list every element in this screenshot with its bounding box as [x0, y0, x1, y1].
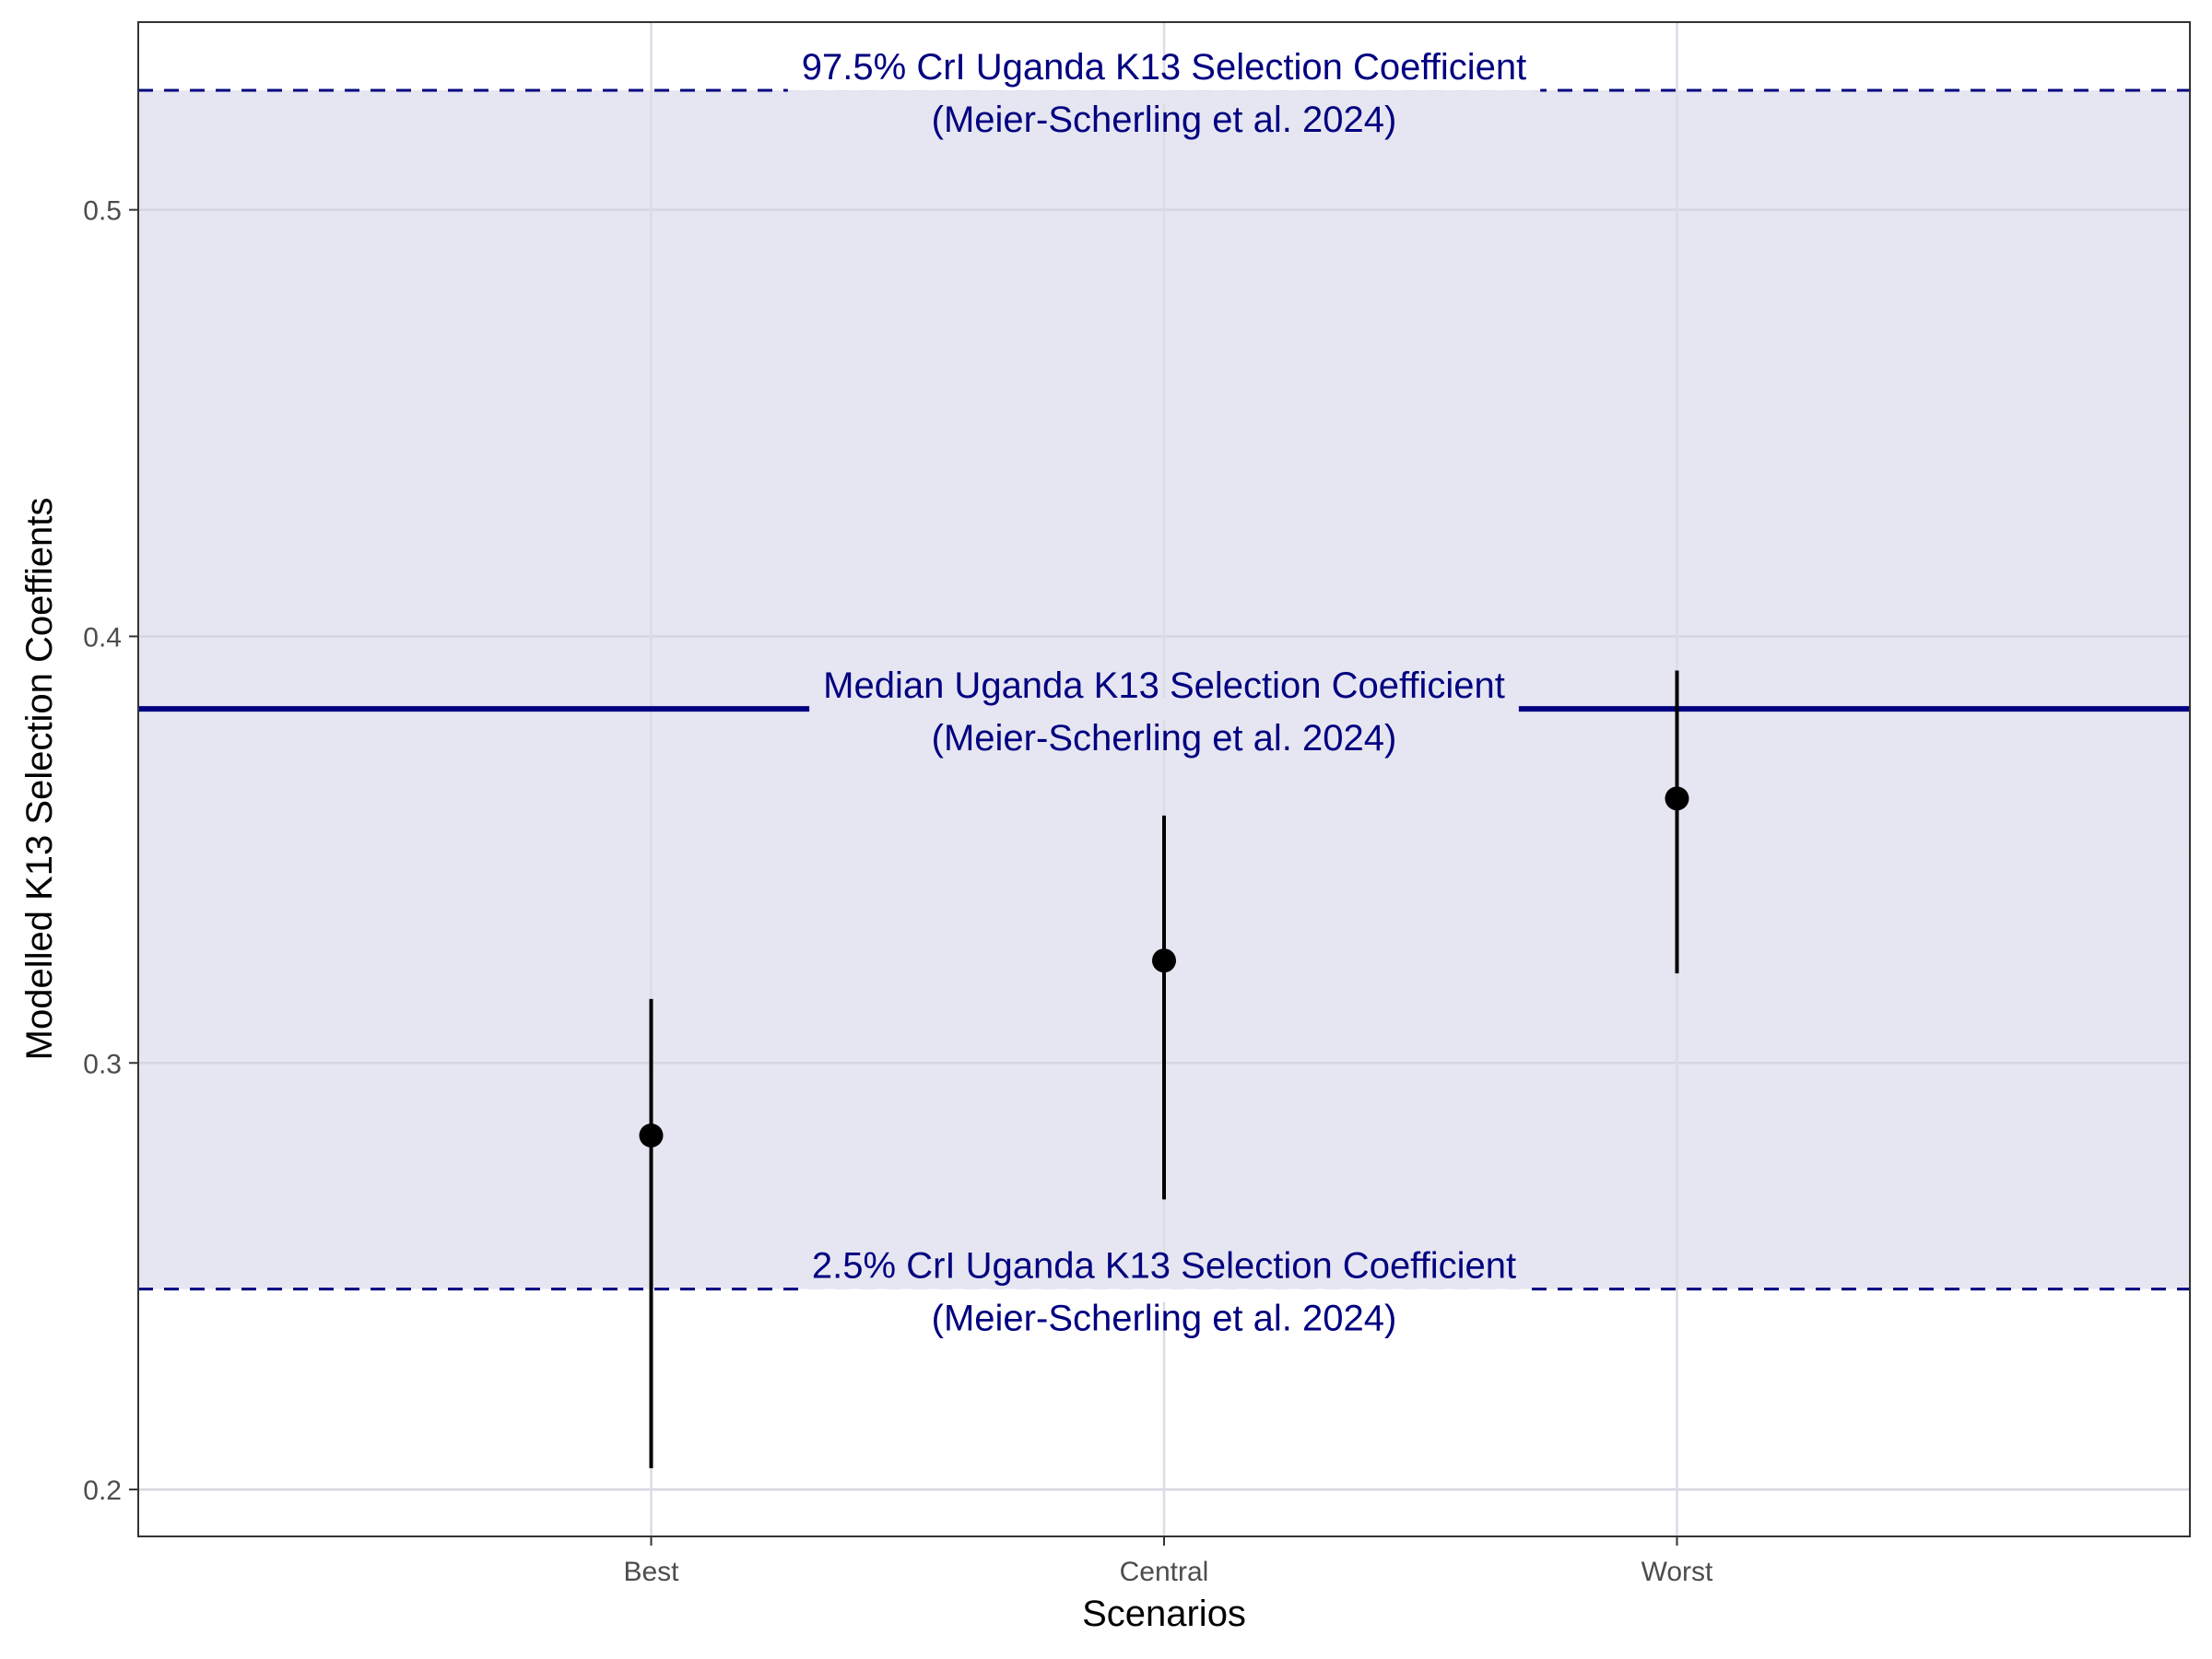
annotation-background — [797, 1277, 1531, 1289]
data-point-central — [1152, 948, 1176, 973]
annotation-line2: (Meier-Scherling et al. 2024) — [932, 718, 1397, 759]
y-tick-label: 0.4 — [83, 622, 122, 653]
annotation-lower: 2.5% CrI Uganda K13 Selection Coefficien… — [797, 1246, 1531, 1339]
annotation-background-lower — [787, 90, 1541, 104]
annotation-line1: Median Uganda K13 Selection Coefficient — [823, 665, 1505, 706]
y-tick-label: 0.3 — [83, 1049, 122, 1079]
x-axis-title: Scenarios — [1082, 1594, 1246, 1634]
data-point-best — [639, 1123, 664, 1147]
y-tick-label: 0.2 — [83, 1476, 122, 1506]
annotation-median: Median Uganda K13 Selection Coefficient (… — [809, 665, 1519, 759]
plot-area: 97.5% CrI Uganda K13 Selection Coefficie… — [83, 21, 2191, 1587]
y-axis-title: Modelled K13 Selection Coeffients — [19, 498, 60, 1061]
data-point-worst — [1665, 786, 1689, 811]
y-tick-label: 0.5 — [83, 196, 122, 227]
annotation-line1: 97.5% CrI Uganda K13 Selection Coefficie… — [802, 47, 1526, 88]
x-tick-label-worst: Worst — [1641, 1557, 1713, 1587]
annotation-line1: 2.5% CrI Uganda K13 Selection Coefficien… — [812, 1246, 1516, 1287]
annotation-background-lower — [797, 1288, 1531, 1302]
annotation-background — [809, 698, 1519, 721]
annotation-line2: (Meier-Scherling et al. 2024) — [932, 1299, 1397, 1339]
annotation-line2: (Meier-Scherling et al. 2024) — [932, 100, 1397, 140]
annotation-upper: 97.5% CrI Uganda K13 Selection Coefficie… — [787, 47, 1541, 140]
annotation-background — [787, 79, 1541, 91]
x-tick-label-central: Central — [1120, 1557, 1209, 1587]
x-tick-label-best: Best — [623, 1557, 679, 1587]
